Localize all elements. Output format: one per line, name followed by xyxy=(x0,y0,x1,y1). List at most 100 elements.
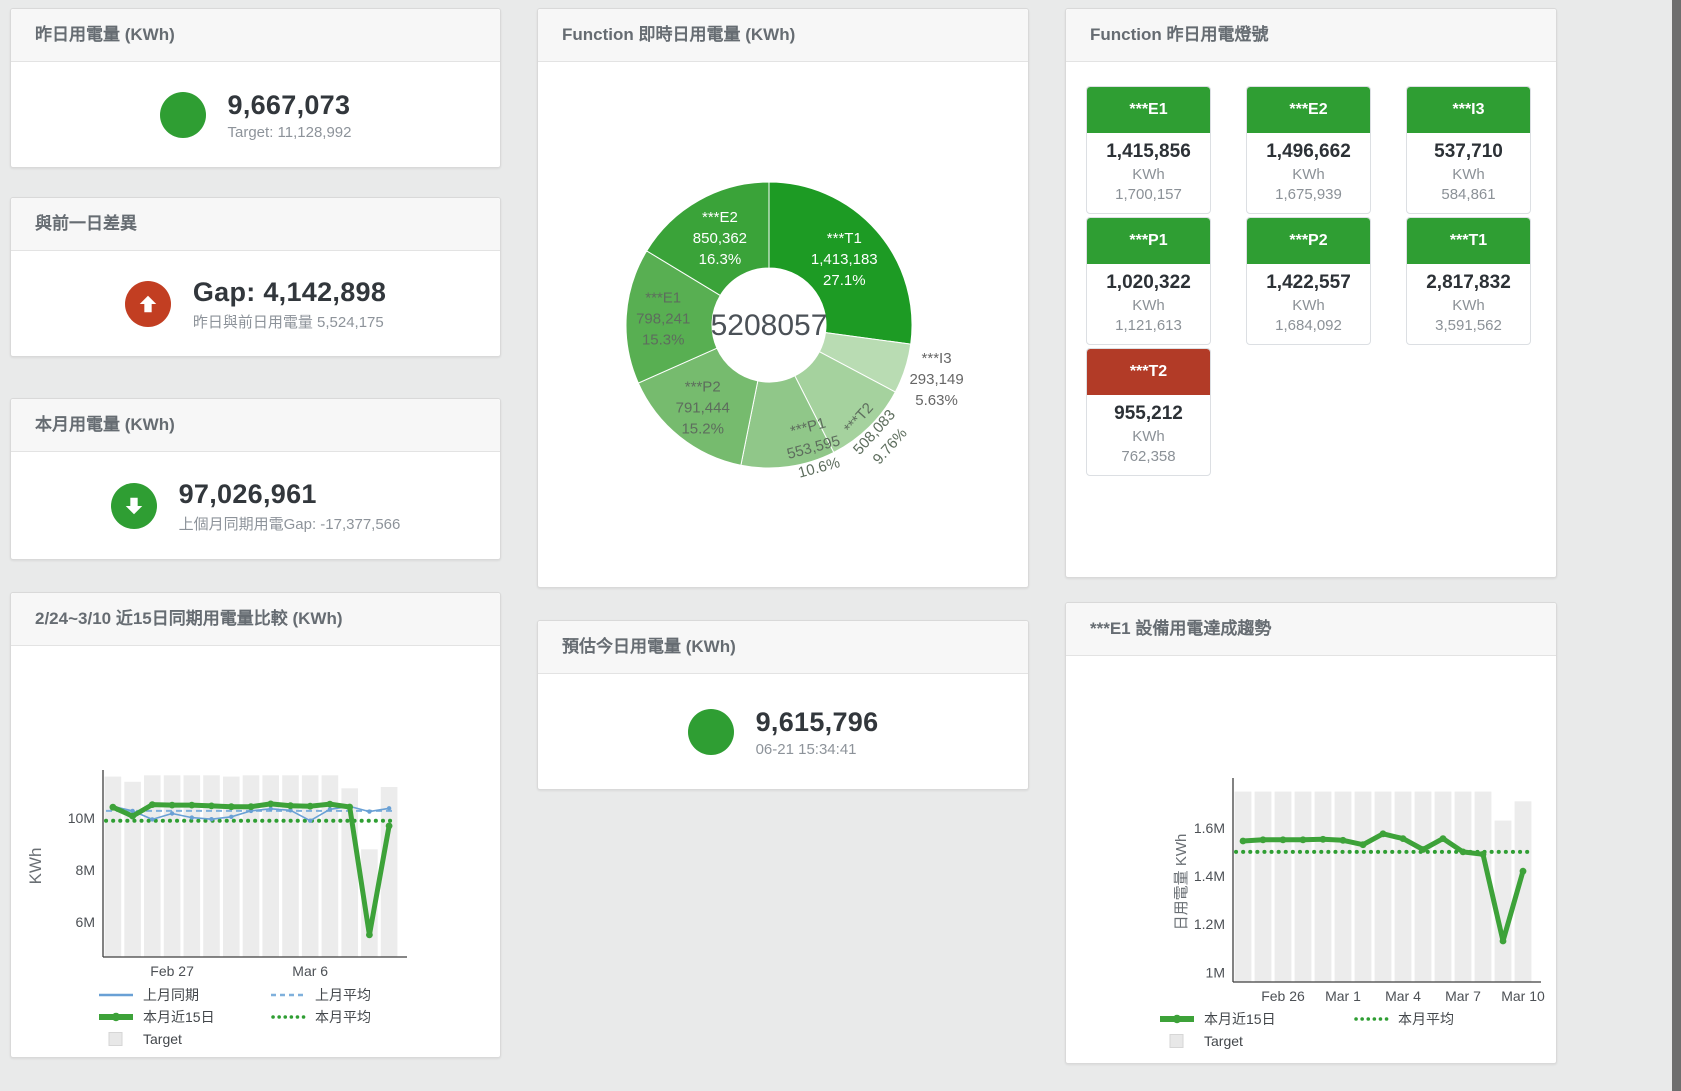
donut-slice-T1[interactable] xyxy=(768,181,913,345)
target-bar xyxy=(1234,791,1252,982)
card-day-gap: 與前一日差異 Gap: 4,142,898 昨日與前日用電量 5,524,175 xyxy=(10,197,501,357)
y-tick-label: 1.6M xyxy=(1194,820,1225,836)
series-marker xyxy=(1459,848,1467,856)
x-tick-label: Feb 27 xyxy=(150,963,194,979)
kpi-subtitle: 昨日與前日用電量 5,524,175 xyxy=(192,313,384,331)
lamp-tile-body: 1,020,322 KWh 1,121,613 xyxy=(1087,264,1210,344)
series-marker xyxy=(267,800,275,808)
series-marker xyxy=(1519,867,1527,875)
series-marker xyxy=(1439,835,1447,842)
legend-item[interactable]: 上月平均 xyxy=(269,985,415,1005)
chart-legend: 上月同期 上月平均本月近15日 本月平均 Target xyxy=(97,985,500,1049)
lamp-tile-t2[interactable]: ***T2 955,212 KWh 762,358 xyxy=(1086,348,1211,476)
donut-slice-E2[interactable] xyxy=(646,181,770,297)
donut-label-line: 791,444 xyxy=(676,400,730,417)
lamp-tile-header: ***I3 xyxy=(1407,87,1530,133)
donut-slice-label: ***E2 850,362 16.3% xyxy=(693,209,747,268)
dash-swatch-icon xyxy=(271,993,305,997)
lamp-tile-p1[interactable]: ***P1 1,020,322 KWh 1,121,613 xyxy=(1086,217,1211,345)
series-marker xyxy=(208,802,215,810)
legend-item[interactable]: 本月平均 xyxy=(269,1007,415,1027)
lamp-tile-grid: ***E1 1,415,856 KWh 1,700,157 ***E2 1,496,662… xyxy=(1066,62,1556,500)
legend-label: 本月平均 xyxy=(315,1009,371,1025)
target-bar xyxy=(1434,791,1452,982)
y-tick-label: 1.2M xyxy=(1194,916,1225,932)
rect xyxy=(108,1032,123,1046)
legend-item[interactable]: 本月近15日 xyxy=(97,1007,243,1027)
kpi-subtitle: 06-21 15:34:41 xyxy=(755,740,857,758)
x-tick-label: Mar 7 xyxy=(1445,988,1481,1004)
realtime-usage-donut-chart: ***T1 1,413,183 27.1% ***I3 293,149 5.63% ***T… xyxy=(625,181,964,482)
series-marker xyxy=(1299,836,1307,844)
target-bar xyxy=(361,849,378,957)
donut-label-line: ***I3 xyxy=(922,350,952,367)
legend-item[interactable]: 本月平均 xyxy=(1352,1009,1520,1029)
y-tick-label: 8M xyxy=(76,862,95,878)
rect xyxy=(1169,1034,1184,1048)
lamp-tile-body: 2,817,832 KWh 3,591,562 xyxy=(1407,264,1530,344)
series-marker xyxy=(268,806,273,811)
series-marker xyxy=(386,806,392,811)
lamp-tile-unit: KWh xyxy=(1132,297,1165,314)
target-bar xyxy=(1394,791,1412,982)
lamp-tile-header: ***E1 xyxy=(1087,87,1210,133)
legend-item[interactable]: 本月近15日 xyxy=(1158,1009,1326,1029)
x-tick-label: Feb 26 xyxy=(1261,988,1305,1004)
series-marker xyxy=(367,809,372,814)
lamp-tile-e1[interactable]: ***E1 1,415,856 KWh 1,700,157 xyxy=(1086,86,1211,214)
kpi-text-block: 97,026,961 上個月同期用電Gap: -17,377,566 xyxy=(179,478,401,534)
status-circle-icon xyxy=(687,708,734,755)
lamp-tile-p2[interactable]: ***P2 1,422,557 KWh 1,684,092 xyxy=(1246,217,1371,345)
lamp-tile-unit: KWh xyxy=(1292,166,1325,183)
lamp-tile-target: 584,861 xyxy=(1441,186,1496,203)
y-tick-label: 1.4M xyxy=(1194,868,1225,884)
dots-swatch-icon xyxy=(1354,1017,1390,1021)
card-title: 本月用電量 (KWh) xyxy=(11,399,500,452)
legend-label: 本月近15日 xyxy=(1204,1011,1276,1027)
series-marker xyxy=(188,801,196,809)
donut-label-line: 16.3% xyxy=(699,251,742,268)
lamp-tile-target: 1,700,157 xyxy=(1115,186,1182,203)
donut-label-line: 27.1% xyxy=(823,272,866,289)
scrollbar-thumb[interactable] xyxy=(1672,0,1681,1091)
donut-label-line: ***T1 xyxy=(827,230,862,247)
legend-item[interactable]: Target xyxy=(1158,1033,1326,1049)
donut-slice-E1[interactable] xyxy=(625,250,721,384)
series-marker xyxy=(209,817,214,822)
square-swatch-icon xyxy=(1169,1034,1184,1048)
donut-label-line: 15.3% xyxy=(642,331,685,348)
lamp-tile-value: 1,422,557 xyxy=(1266,272,1351,293)
lamp-tile-t1[interactable]: ***T1 2,817,832 KWh 3,591,562 xyxy=(1406,217,1531,345)
legend-row: Target xyxy=(1158,1031,1556,1051)
target-bar xyxy=(301,775,319,957)
legend-row: 上月同期 上月平均 xyxy=(97,985,500,1005)
card-title: ***E1 設備用電達成趨勢 xyxy=(1066,603,1556,656)
series-marker xyxy=(130,808,135,814)
legend-item[interactable]: Target xyxy=(97,1031,243,1047)
lamp-tile-unit: KWh xyxy=(1452,297,1485,314)
scrollbar-track[interactable] xyxy=(1672,0,1681,1091)
legend-label: 本月平均 xyxy=(1398,1011,1454,1027)
target-bar xyxy=(1474,791,1492,982)
series-marker xyxy=(1319,835,1327,843)
lamp-tile-i3[interactable]: ***I3 537,710 KWh 584,861 xyxy=(1406,86,1531,214)
kpi-value: 97,026,961 xyxy=(178,478,317,509)
y-axis-title: KWh xyxy=(26,848,45,885)
legend-label: Target xyxy=(1204,1033,1243,1049)
lamp-tile-value: 955,212 xyxy=(1114,403,1183,424)
donut-slice-P2[interactable] xyxy=(637,347,759,466)
donut-slice-label: ***T1 1,413,183 27.1% xyxy=(811,230,878,289)
lamp-tile-e2[interactable]: ***E2 1,496,662 KWh 1,675,939 xyxy=(1246,86,1371,214)
dots-swatch-icon xyxy=(271,1015,307,1019)
donut-label-line: 850,362 xyxy=(693,230,747,247)
card-estimated-today-usage: 預估今日用電量 (KWh) 9,615,796 06-21 15:34:41 xyxy=(537,620,1029,790)
lamp-tile-unit: KWh xyxy=(1452,166,1485,183)
status-circle-icon xyxy=(159,91,206,138)
arrow-down-circle-icon xyxy=(110,482,157,529)
target-bar xyxy=(380,787,398,957)
legend-row: 本月近15日 本月平均 xyxy=(97,1007,500,1027)
legend-row: 本月近15日 本月平均 xyxy=(1158,1009,1556,1029)
legend-item[interactable]: 上月同期 xyxy=(97,985,243,1005)
target-bar xyxy=(1454,791,1472,982)
chart-legend: 本月近15日 本月平均 Target xyxy=(1158,1009,1556,1051)
